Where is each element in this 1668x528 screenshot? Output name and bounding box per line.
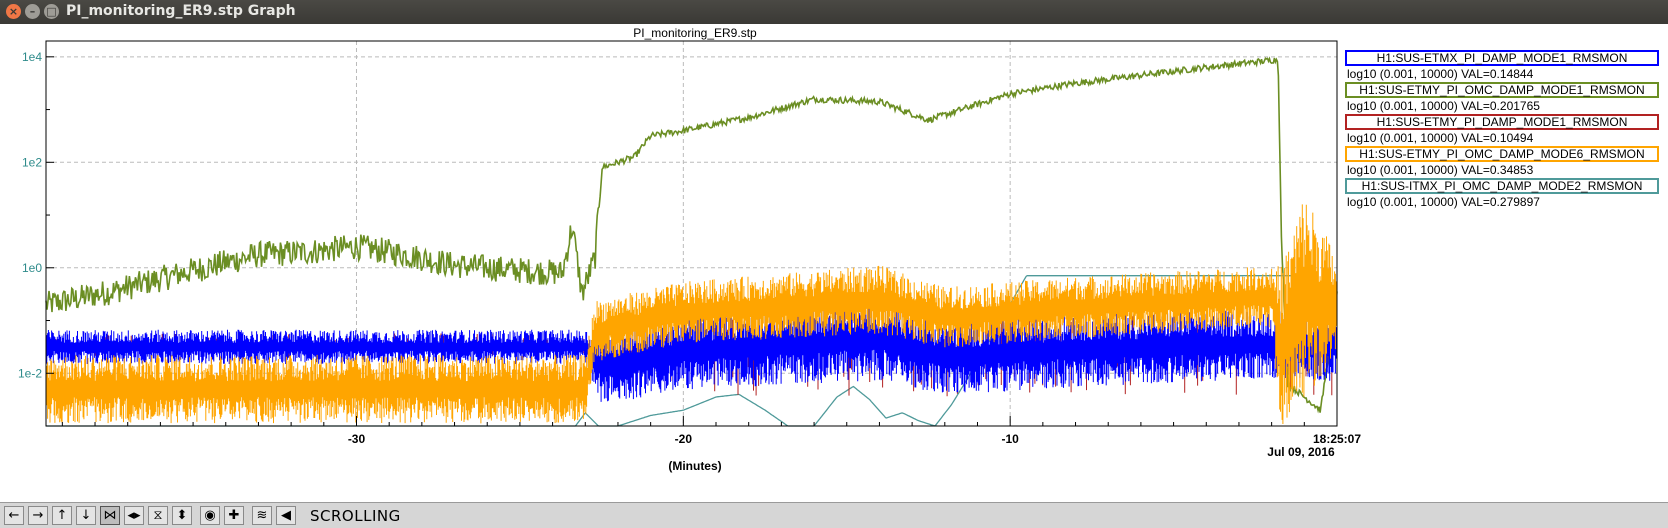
status-label: SCROLLING	[310, 507, 401, 525]
series-1	[45, 56, 1338, 414]
zoom-in-y-icon: ⧖	[153, 508, 163, 523]
y-tick-label: 1e0	[22, 261, 42, 275]
window-close-button[interactable]: ×	[6, 4, 21, 19]
series-line	[45, 56, 1338, 414]
legend-series-range: log10 (0.001, 10000) VAL=0.14844	[1347, 67, 1534, 81]
y-tick-label: 1e4	[22, 50, 42, 64]
zoom-out-y-button[interactable]: ⬍	[172, 506, 192, 525]
legend-item[interactable]: H1:SUS-ETMY_PI_OMC_DAMP_MODE6_RMSMON log1…	[1345, 146, 1665, 178]
crosshair-icon: ✚	[228, 508, 240, 523]
scroll-left-button[interactable]: ←	[4, 506, 24, 525]
arrow-left-icon: ←	[8, 508, 20, 523]
y-tick-label: 1e-2	[18, 366, 42, 380]
legend-series-range: log10 (0.001, 10000) VAL=0.279897	[1347, 195, 1540, 209]
circle-icon: ◉	[204, 508, 216, 523]
chart-title: PI_monitoring_ER9.stp	[633, 26, 757, 40]
series-3	[45, 204, 1338, 424]
default-scale-button[interactable]: ◉	[200, 506, 220, 525]
zoom-in-x-icon: ⋈	[103, 508, 117, 523]
zoom-in-y-button[interactable]: ⧖	[148, 506, 168, 525]
x-tick-label: 18:25:07	[1313, 432, 1361, 446]
scroll-right-button[interactable]: →	[28, 506, 48, 525]
series-layer	[45, 56, 1338, 427]
close-icon: ×	[8, 5, 19, 18]
legend-series-range: log10 (0.001, 10000) VAL=0.10494	[1347, 131, 1534, 145]
plot-area[interactable]: -30 -20 -10 18:25:07 1e4 1e2 1e0 1e-2 PI_monito…	[0, 24, 1668, 502]
scroll-mode-button[interactable]: ◀	[276, 506, 296, 525]
window-titlebar: × – □ PI_monitoring_ER9.stp Graph	[0, 0, 1668, 24]
toolbar: SCROLLING ← → ↑ ↓ ⋈ ◂▸ ⧖ ⬍ ◉ ✚ ≋ ◀	[0, 502, 1668, 528]
zoom-out-x-button[interactable]: ◂▸	[124, 506, 144, 525]
legend-item[interactable]: H1:SUS-ETMX_PI_DAMP_MODE1_RMSMON log10 (0…	[1345, 50, 1665, 82]
zoom-out-y-icon: ⬍	[176, 508, 188, 523]
window-title: PI_monitoring_ER9.stp Graph	[66, 3, 296, 19]
maximize-icon: □	[46, 5, 57, 18]
arrow-up-icon: ↑	[56, 508, 68, 523]
arrow-down-icon: ↓	[80, 508, 92, 523]
legend-item[interactable]: H1:SUS-ETMY_PI_OMC_DAMP_MODE1_RMSMON log1…	[1345, 82, 1665, 114]
legend-series-name: H1:SUS-ETMY_PI_OMC_DAMP_MODE6_RMSMON	[1345, 146, 1659, 162]
autoscale-button[interactable]: ≋	[252, 506, 272, 525]
scroll-down-button[interactable]: ↓	[76, 506, 96, 525]
scroll-up-button[interactable]: ↑	[52, 506, 72, 525]
x-axis-date-label: Jul 09, 2016	[1267, 445, 1335, 459]
minimize-icon: –	[29, 5, 36, 18]
x-tick-label: -30	[348, 432, 366, 446]
legend: H1:SUS-ETMX_PI_DAMP_MODE1_RMSMON log10 (0…	[1345, 50, 1665, 210]
crosshair-button[interactable]: ✚	[224, 506, 244, 525]
scroll-left-icon: ◀	[281, 508, 291, 523]
zoom-in-x-button[interactable]: ⋈	[100, 506, 120, 525]
legend-series-name: H1:SUS-ITMX_PI_OMC_DAMP_MODE2_RMSMON	[1345, 178, 1659, 194]
zoom-out-x-icon: ◂▸	[127, 508, 141, 523]
axes: -30 -20 -10 18:25:07 1e4 1e2 1e0 1e-2	[18, 50, 1361, 446]
legend-series-range: log10 (0.001, 10000) VAL=0.34853	[1347, 163, 1534, 177]
legend-series-name: H1:SUS-ETMY_PI_OMC_DAMP_MODE1_RMSMON	[1345, 82, 1659, 98]
chart[interactable]: -30 -20 -10 18:25:07 1e4 1e2 1e0 1e-2 PI_monito…	[0, 24, 1668, 502]
x-tick-label: -10	[1001, 432, 1019, 446]
arrow-right-icon: →	[32, 508, 44, 523]
y-tick-label: 1e2	[22, 155, 42, 169]
legend-series-name: H1:SUS-ETMX_PI_DAMP_MODE1_RMSMON	[1345, 50, 1659, 66]
legend-item[interactable]: H1:SUS-ETMY_PI_DAMP_MODE1_RMSMON log10 (0…	[1345, 114, 1665, 146]
plot-frame	[45, 40, 1338, 427]
x-tick-label: -20	[675, 432, 693, 446]
legend-series-name: H1:SUS-ETMY_PI_DAMP_MODE1_RMSMON	[1345, 114, 1659, 130]
series-noise-band	[45, 204, 1338, 424]
legend-item[interactable]: H1:SUS-ITMX_PI_OMC_DAMP_MODE2_RMSMON log1…	[1345, 178, 1665, 210]
autoscale-icon: ≋	[256, 508, 268, 523]
legend-series-range: log10 (0.001, 10000) VAL=0.201765	[1347, 99, 1540, 113]
window-minimize-button[interactable]: –	[25, 4, 40, 19]
x-axis-label: (Minutes)	[668, 459, 721, 473]
window-maximize-button[interactable]: □	[44, 4, 59, 19]
